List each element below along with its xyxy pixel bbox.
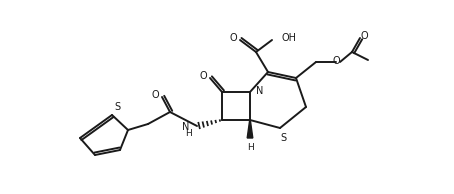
Text: O: O <box>229 33 237 43</box>
Text: N: N <box>182 122 189 132</box>
Text: O: O <box>332 56 340 66</box>
Text: S: S <box>280 133 286 143</box>
Text: H: H <box>247 143 254 152</box>
Text: O: O <box>151 90 159 100</box>
Text: OH: OH <box>281 33 296 43</box>
Text: O: O <box>199 71 207 81</box>
Text: O: O <box>360 31 368 41</box>
Text: N: N <box>256 86 263 96</box>
Polygon shape <box>247 120 253 138</box>
Text: H: H <box>185 130 192 139</box>
Text: S: S <box>114 102 120 112</box>
